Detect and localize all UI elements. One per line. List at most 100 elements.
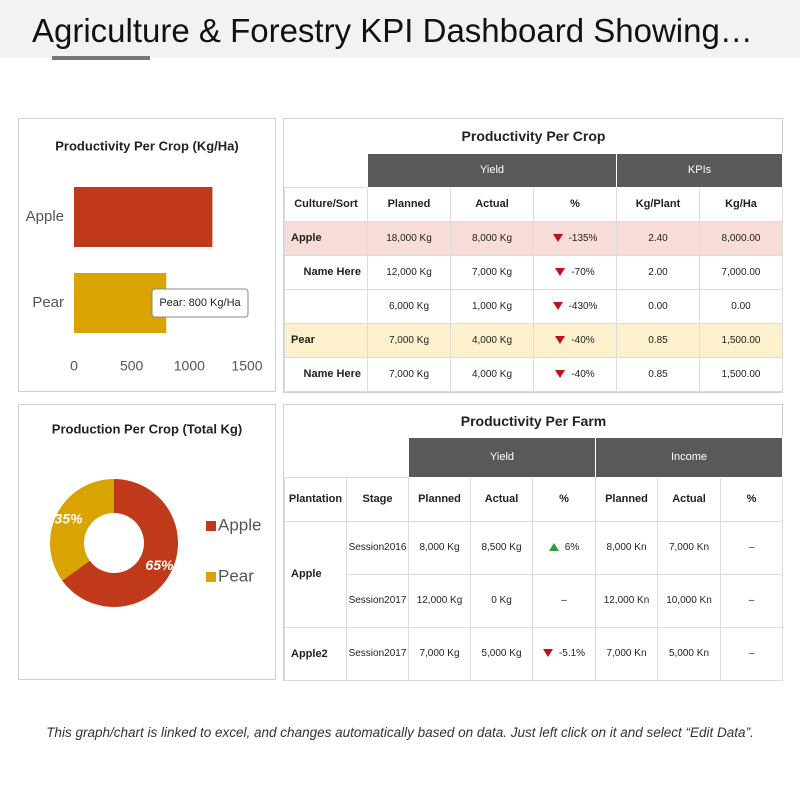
x-tick-label: 1500 [231, 358, 262, 374]
table-cell: Session2017 [346, 626, 409, 681]
table-cell: Actual [470, 476, 533, 522]
table-cell [285, 153, 368, 187]
table-cell: 6% [532, 520, 596, 575]
y-tick-label: Pear [32, 294, 64, 311]
cell-text: Kg/Ha [725, 198, 757, 210]
cell-text: Yield [479, 164, 505, 176]
table-cell: 0.00 [616, 288, 700, 324]
table-cell: 4,000 Kg [450, 356, 534, 392]
data-label: 35% [55, 511, 84, 527]
cell-text: Name Here [303, 266, 361, 278]
donut-panel: Production Per Crop (Total Kg) 65% Apple 35… [18, 404, 276, 680]
cell-text: Actual [484, 493, 519, 505]
cell-text: 7,000 Kg [419, 648, 460, 659]
cell-text: Income [670, 451, 708, 463]
legend-label: Apple [218, 515, 261, 534]
table-cell: 12,000 Kg [367, 254, 451, 290]
table-row: Apple 18,000 Kg 8,000 Kg -135% 2.40 8,000.00 [284, 220, 784, 256]
table-cell [285, 437, 409, 477]
donut-slice [62, 479, 178, 607]
table-cell: 1,500.00 [698, 322, 784, 358]
cell-text: Session2017 [348, 648, 407, 659]
crop-table: Productivity Per Crop Yield KPIs Culture/So… [284, 119, 784, 392]
table-panel: Productivity Per Farm Yield Income Plantati… [283, 404, 783, 681]
table-cell: Income [595, 436, 783, 478]
table-cell: 2.00 [616, 254, 700, 290]
bar-chart: Productivity Per Crop (Kg/Ha) 0 500 1000 150… [26, 138, 263, 374]
tooltip-text: Pear: 800 Kg/Ha [159, 297, 241, 309]
cell-text: Apple [291, 232, 322, 244]
trend-icon [542, 649, 553, 658]
cell-text: – [748, 648, 755, 659]
table-cell: Culture/Sort [284, 186, 368, 222]
tooltip-box [151, 288, 249, 318]
cell-text: 7,000 Kn [606, 648, 647, 659]
data-label: 65% [145, 557, 174, 573]
trend-icon [555, 267, 566, 276]
table-cell: 8,500 Kg [470, 520, 533, 575]
cell-text: 8,000 Kg [419, 542, 460, 553]
table-row: Apple Session2016 8,000 Kg 8,500 Kg 6% 8,000 … [284, 520, 783, 628]
cell-text: % [570, 198, 580, 210]
cell-text: 10,000 Kn [666, 595, 712, 606]
table-cell: Apple [284, 220, 368, 256]
cell-text: Culture/Sort [294, 198, 358, 210]
table-cell: Yield [408, 436, 596, 478]
table-cell: -430% [533, 288, 617, 324]
table-cell: 2.40 [616, 220, 700, 256]
table-cell: 0.85 [616, 356, 700, 392]
table-cell: KPIs [615, 152, 784, 188]
table-cell: 7,000 Kg [408, 626, 471, 681]
table-cell: Kg/Ha [698, 186, 784, 222]
cell-text: 8,000.00 [721, 232, 761, 244]
cell-text: 8,500 Kg [481, 542, 522, 553]
table-cell: Apple2 [284, 626, 347, 681]
table-cell: Planned [595, 476, 658, 522]
table-cell: – [720, 520, 783, 575]
table-row: Productivity Per Farm [285, 405, 783, 437]
chart-title: Productivity Per Crop (Kg/Ha) [55, 138, 238, 153]
donut-chart: Production Per Crop (Total Kg) 65% Apple 35… [49, 421, 261, 607]
table-row: Session2017 12,000 Kg 0 Kg – 12,000 Kn 10,000… [285, 573, 783, 628]
cell-text: 6,000 Kg [388, 300, 430, 312]
table-cell: Productivity Per Crop [285, 119, 783, 153]
table-row: Pear 7,000 Kg 4,000 Kg -40% 0.85 1,500.00 [284, 322, 784, 358]
table-cell: Session2016 [346, 520, 409, 575]
footer-note: This graph/chart is linked to excel, and… [46, 725, 754, 740]
cell-text: Productivity Per Crop [461, 127, 606, 144]
page-title: Agriculture & Forestry KPI Dashboard Sho… [32, 12, 753, 49]
y-tick-label: Apple [26, 208, 64, 225]
cell-text: 1,000 Kg [471, 300, 513, 312]
cell-text: 0.00 [648, 300, 668, 312]
table-row: Name Here 12,000 Kg 7,000 Kg -70% 2.00 7,000.… [284, 254, 784, 290]
table-cell: 18,000 Kg [367, 220, 451, 256]
trend-icon [555, 369, 566, 378]
table-cell: -135% [533, 220, 617, 256]
table-cell: Kg/Plant [616, 186, 700, 222]
cell-text: Name Here [303, 368, 361, 380]
table-row: Yield KPIs [285, 152, 784, 188]
table-row: Culture/Sort Planned Actual% Kg/Plant Kg/Ha [284, 186, 784, 222]
table-cell: Session2017 [346, 573, 409, 628]
table-cell: Yield [367, 152, 617, 188]
cell-text: 4,000 Kg [471, 368, 513, 380]
table-cell: Stage [346, 476, 409, 522]
table-cell: 8,000.00 [698, 220, 784, 256]
cell-text: 7,000 Kg [471, 266, 513, 278]
cell-text: -70% [571, 266, 595, 278]
table-cell: Planned [408, 476, 471, 522]
bar-panel: Productivity Per Crop (Kg/Ha) 0 500 1000 150… [18, 118, 276, 392]
table-cell: -40% [533, 356, 617, 392]
table-cell: 0 Kg [470, 573, 533, 628]
cell-text: 4,000 Kg [471, 334, 513, 346]
cell-text: 5,000 Kg [481, 648, 522, 659]
table-cell: 12,000 Kg [408, 573, 471, 628]
donut-slice [49, 479, 114, 581]
bar [74, 273, 167, 333]
table-cell: 5,000 Kn [657, 626, 721, 681]
cell-text: Kg/Plant [635, 198, 681, 210]
cell-text: Plantation [288, 493, 343, 505]
table-cell: Actual [657, 476, 721, 522]
table-cell: % [720, 476, 783, 522]
cell-text: Apple [291, 568, 322, 580]
